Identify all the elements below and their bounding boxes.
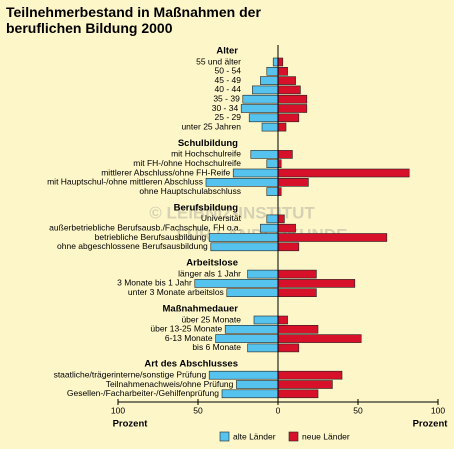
bar — [248, 113, 279, 123]
category-label: 6-13 Monate — [165, 333, 213, 343]
bar — [277, 57, 284, 67]
bar — [226, 288, 279, 298]
bar — [277, 122, 287, 132]
category-label: ohne abgeschlossene Berufsausbildung — [57, 241, 208, 251]
category-label: außerbetriebliche Berufsausb./Fachschule… — [49, 222, 241, 232]
bar — [277, 334, 362, 343]
bar — [208, 233, 279, 242]
bar — [277, 67, 288, 76]
bar — [252, 85, 279, 95]
bar — [232, 168, 279, 178]
bar — [277, 94, 308, 104]
x-tick-label: 0 — [276, 405, 281, 415]
chart-title: Teilnehmerbestand in Maßnahmen der — [6, 4, 261, 20]
chart-title: beruflichen Bildung 2000 — [6, 20, 173, 36]
category-label: bis 6 Monate — [192, 342, 241, 352]
bar — [253, 315, 279, 325]
category-label: 25 - 29 — [215, 112, 242, 122]
group-title: Art des Abschlusses — [144, 359, 238, 370]
bar — [266, 67, 279, 76]
bar — [277, 85, 301, 95]
category-label: mit Hauptschul-/ohne mittleren Abschluss — [47, 177, 203, 187]
group-title: Alter — [216, 46, 238, 57]
category-label: Gesellen-/Facharbeiter-/Gehilfenprüfung — [67, 388, 219, 398]
category-label: 3 Monate bis 1 Jahr — [117, 278, 192, 288]
bar — [247, 343, 279, 353]
bar — [277, 288, 317, 298]
category-label: Teilnahmenachweis/ohne Prüfung — [106, 379, 234, 389]
category-label: 30 - 34 — [212, 103, 239, 113]
category-label: 35 - 39 — [213, 93, 240, 103]
bar — [272, 57, 279, 67]
group-title: Berufsbildung — [174, 202, 239, 213]
group-title: Maßnahmedauer — [163, 304, 239, 315]
bar — [240, 104, 279, 113]
bar — [277, 370, 343, 380]
bar — [242, 94, 279, 104]
bar — [260, 76, 279, 85]
bar — [277, 178, 309, 187]
bar — [260, 223, 279, 233]
category-label: über 13-25 Monate — [150, 324, 222, 334]
category-label: 55 und älter — [196, 56, 241, 66]
category-label: Universität — [201, 213, 242, 223]
legend-swatch — [219, 431, 230, 442]
bar — [236, 380, 279, 389]
x-axis-label: Prozent — [413, 419, 449, 430]
bar — [277, 168, 410, 178]
category-label: ohne Hauptschulabschluss — [139, 186, 241, 196]
bar — [277, 113, 300, 123]
category-label: 50 - 54 — [215, 66, 242, 76]
category-label: 45 - 49 — [215, 75, 242, 85]
bar — [277, 223, 296, 233]
bar — [277, 104, 308, 113]
category-label: betriebliche Berufsausbildung — [95, 232, 207, 242]
bar — [277, 324, 319, 334]
bar — [277, 233, 388, 242]
legend-swatch — [288, 431, 299, 442]
category-label: staatliche/trägerinterne/sonstige Prüfun… — [54, 369, 207, 379]
bar — [250, 150, 279, 159]
bar — [277, 279, 356, 288]
bar — [277, 76, 296, 85]
x-tick-label: 100 — [111, 405, 125, 415]
bar — [224, 324, 279, 334]
bar — [277, 242, 300, 252]
x-tick-label: 100 — [431, 405, 445, 415]
category-label: länger als 1 Jahr — [178, 268, 241, 278]
category-label: unter 25 Jahren — [181, 121, 241, 131]
bar — [266, 187, 279, 196]
bar — [266, 159, 279, 168]
group-title: Schulbildung — [178, 138, 238, 149]
bar — [277, 343, 300, 353]
x-axis-label: Prozent — [113, 419, 149, 430]
legend-label: neue Länder — [302, 431, 350, 441]
bar — [210, 242, 279, 252]
category-label: 40 - 44 — [215, 84, 242, 94]
category-label: mit FH-/ohne Hochschulreife — [133, 158, 241, 168]
legend-label: alte Länder — [233, 431, 276, 441]
bar — [261, 122, 279, 132]
bar — [266, 214, 279, 224]
group-title: Arbeitslose — [186, 258, 238, 269]
bar — [277, 150, 293, 159]
bar — [277, 269, 317, 279]
category-label: mittlerer Abschluss/ohne FH-Reife — [101, 167, 230, 177]
category-label: mit Hochschulreife — [171, 149, 241, 159]
x-tick-label: 50 — [353, 405, 363, 415]
x-tick-label: 50 — [193, 405, 203, 415]
bar — [277, 315, 288, 325]
category-label: über 25 Monate — [181, 314, 241, 324]
bar — [277, 380, 333, 389]
bar — [277, 214, 285, 224]
bar — [277, 389, 319, 399]
category-label: unter 3 Monate arbeitslos — [128, 287, 224, 297]
bar — [247, 269, 279, 279]
bar — [221, 389, 279, 399]
